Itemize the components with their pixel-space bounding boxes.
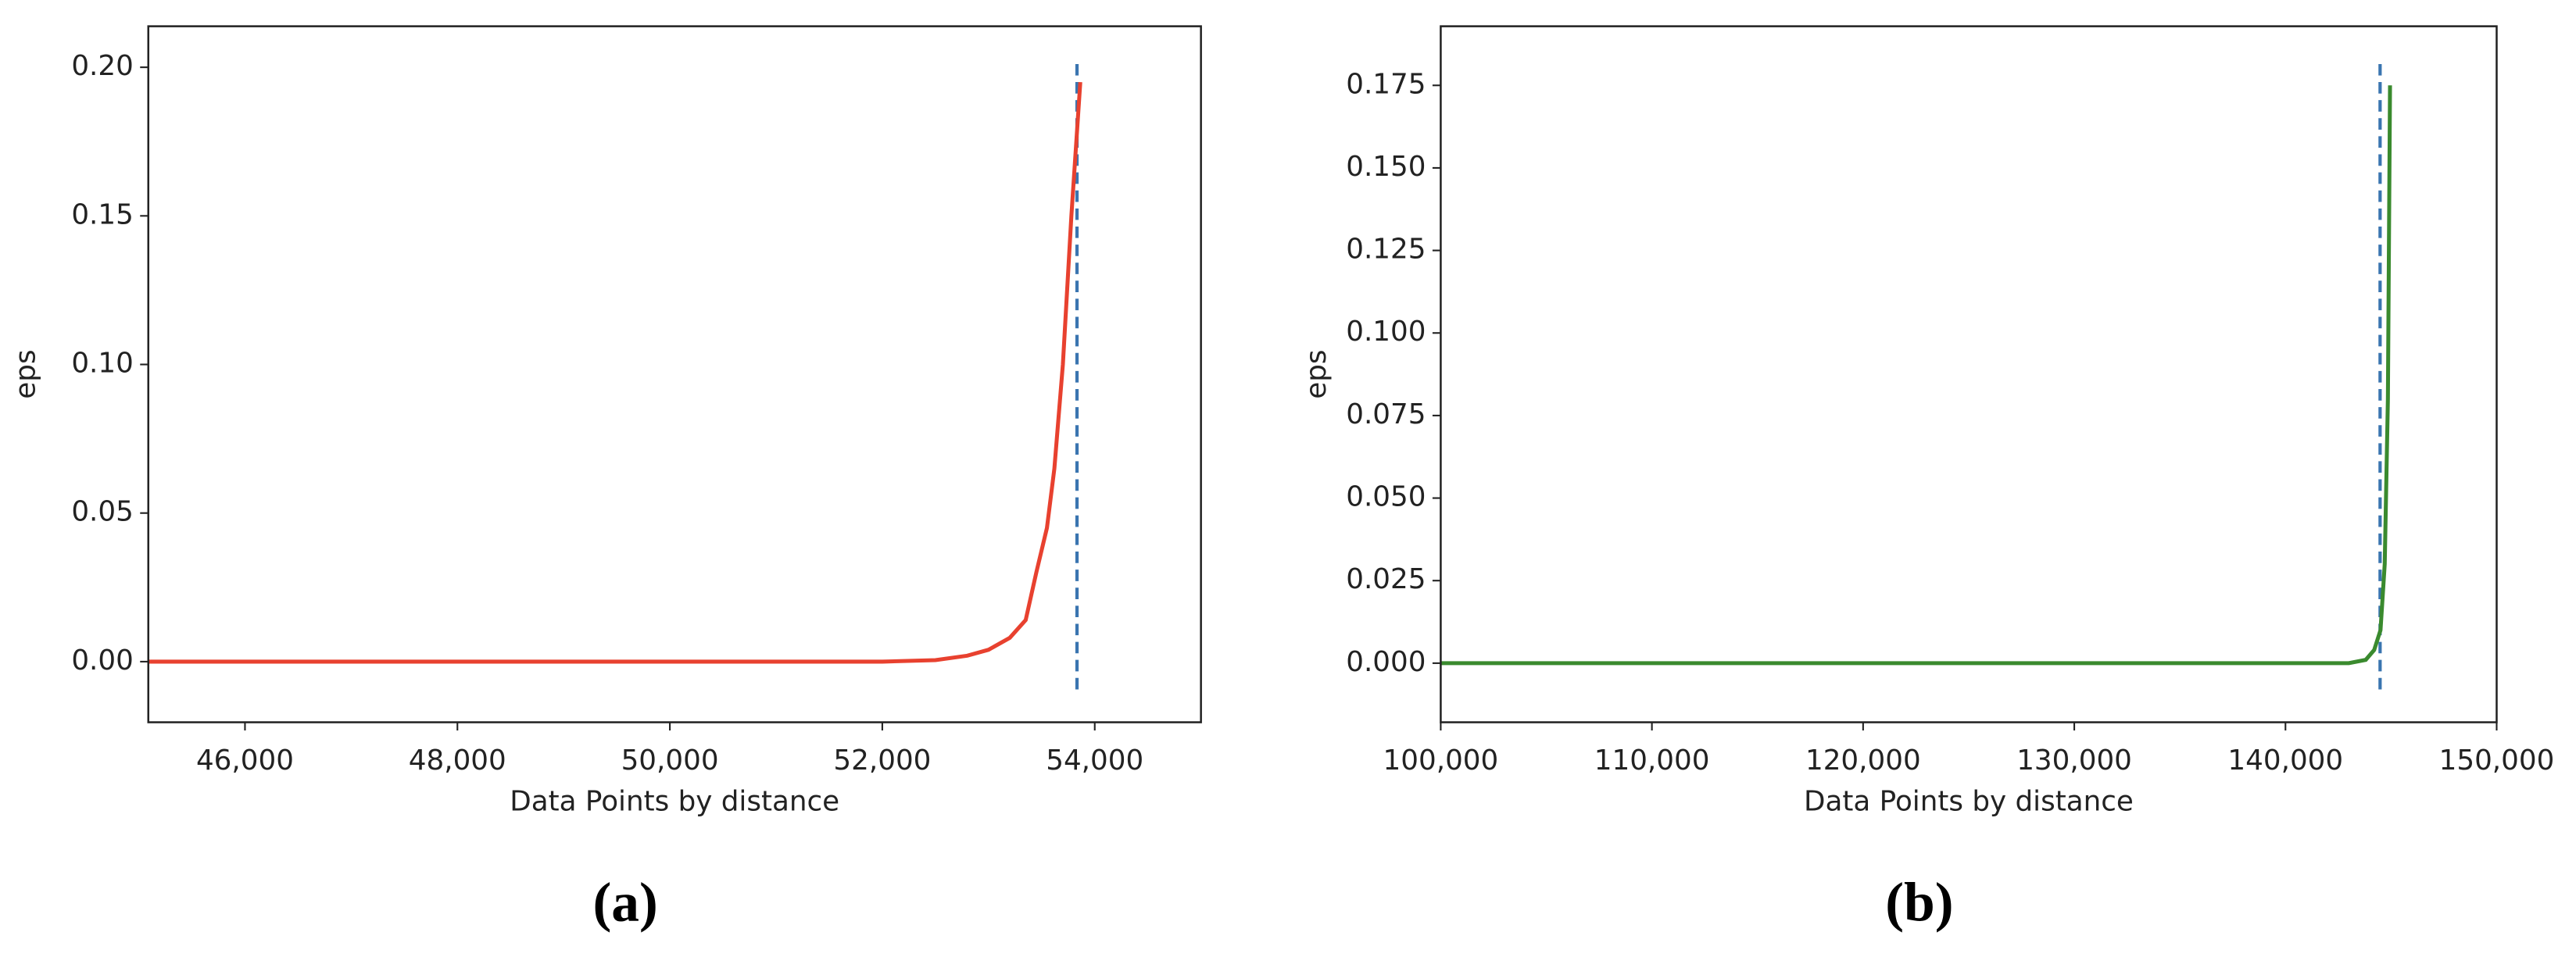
data-line (1440, 85, 2392, 666)
plot-frame (1440, 25, 2498, 723)
x-tick-label: 48,000 (409, 745, 506, 777)
y-axis-label: eps (1301, 349, 1333, 398)
x-axis-label: Data Points by distance (1804, 785, 2134, 817)
y-tick-label: 0.075 (1346, 398, 1426, 430)
x-tick-label: 140,000 (2227, 745, 2343, 777)
x-tick-label: 52,000 (833, 745, 931, 777)
x-tick-label: 150,000 (2439, 745, 2555, 777)
y-tick-label: 0.125 (1346, 234, 1426, 266)
x-tick-label: 54,000 (1046, 745, 1143, 777)
subplot-label: (a) (593, 871, 658, 933)
subplot-label: (b) (1885, 871, 1953, 933)
y-tick-label: 0.025 (1346, 563, 1426, 595)
y-axis-label: eps (9, 349, 41, 398)
x-tick-label: 130,000 (2016, 745, 2132, 777)
x-tick-label: 50,000 (621, 745, 719, 777)
x-tick-label: 46,000 (196, 745, 294, 777)
y-tick-label: 0.050 (1346, 481, 1426, 513)
y-tick-label: 0.000 (1346, 646, 1426, 678)
y-tick-label: 0.00 (71, 645, 134, 677)
y-tick-label: 0.15 (71, 198, 134, 230)
y-tick-label: 0.150 (1346, 151, 1426, 183)
plot-frame (147, 25, 1202, 723)
y-tick-label: 0.20 (71, 50, 134, 82)
x-tick-label: 110,000 (1594, 745, 1710, 777)
y-tick-label: 0.10 (71, 348, 134, 380)
y-tick-label: 0.100 (1346, 316, 1426, 348)
y-tick-label: 0.05 (71, 496, 134, 528)
x-tick-label: 100,000 (1383, 745, 1499, 777)
x-tick-label: 120,000 (1805, 745, 1921, 777)
data-line (148, 81, 1082, 664)
y-tick-label: 0.175 (1346, 68, 1426, 100)
x-axis-label: Data Points by distance (510, 785, 839, 817)
